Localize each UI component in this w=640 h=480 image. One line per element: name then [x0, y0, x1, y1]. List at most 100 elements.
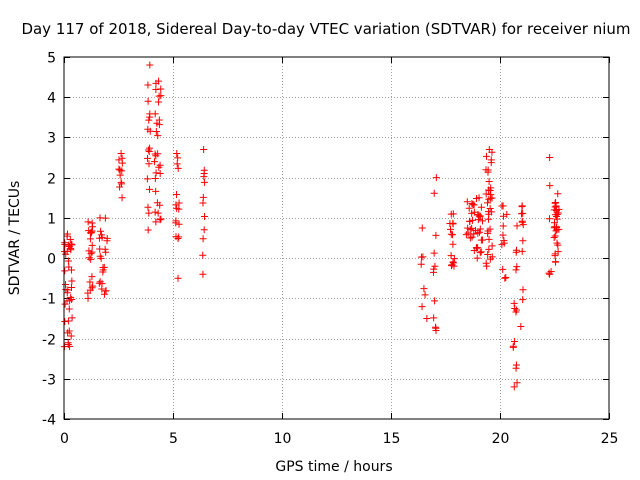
data-point	[172, 217, 180, 225]
data-point	[488, 242, 496, 250]
data-point	[554, 190, 562, 198]
x-tick-label: 0	[60, 431, 69, 447]
data-point	[432, 231, 440, 239]
data-point	[67, 266, 75, 274]
data-point	[157, 85, 165, 93]
y-axis-ticks: -4 -3 -2 -1 0 1 2 3 4 5	[42, 51, 609, 429]
data-point	[173, 191, 181, 199]
data-point	[546, 182, 554, 190]
data-point	[144, 154, 152, 162]
data-point	[475, 228, 483, 236]
data-point	[61, 267, 69, 275]
data-point	[144, 226, 152, 234]
data-point	[152, 152, 160, 160]
data-point	[200, 178, 208, 186]
y-tick-label: 1	[47, 212, 56, 228]
data-point	[115, 156, 123, 164]
data-point	[88, 219, 96, 227]
data-point	[96, 245, 104, 253]
data-point	[519, 237, 527, 245]
data-point	[551, 199, 559, 207]
data-point	[431, 323, 439, 331]
data-point	[155, 98, 163, 106]
data-point	[118, 154, 126, 162]
data-point	[117, 150, 125, 158]
data-point	[145, 146, 153, 154]
data-point	[199, 251, 207, 259]
data-point	[499, 231, 507, 239]
data-point	[68, 314, 76, 322]
data-point	[101, 214, 109, 222]
data-point	[89, 282, 97, 290]
data-point	[429, 268, 437, 276]
data-point	[466, 225, 474, 233]
data-point	[156, 170, 164, 178]
data-point	[420, 285, 428, 293]
data-point	[174, 154, 182, 162]
data-point	[145, 160, 153, 168]
data-point	[116, 171, 124, 179]
data-point	[86, 235, 94, 243]
data-point	[486, 204, 494, 212]
data-point	[470, 230, 478, 238]
data-point	[103, 234, 111, 242]
data-point	[85, 254, 93, 262]
data-point	[423, 314, 431, 322]
data-point	[551, 232, 559, 240]
data-point	[154, 209, 162, 217]
data-point	[84, 218, 92, 226]
data-point	[509, 343, 517, 351]
data-point	[66, 235, 74, 243]
y-tick-label: -3	[42, 373, 56, 389]
data-point	[449, 259, 457, 267]
data-point	[485, 195, 493, 203]
data-point	[88, 241, 96, 249]
data-point	[156, 161, 164, 169]
data-point	[510, 383, 518, 391]
data-point	[151, 110, 159, 118]
data-point	[430, 189, 438, 197]
data-point	[446, 225, 454, 233]
data-points	[60, 61, 563, 391]
data-point	[68, 277, 76, 285]
data-point	[116, 183, 124, 191]
data-point	[172, 233, 180, 241]
data-point	[66, 342, 74, 350]
data-point	[68, 284, 76, 292]
data-point	[482, 190, 490, 198]
data-point	[501, 274, 509, 282]
data-point	[513, 246, 521, 254]
data-point	[199, 235, 207, 243]
data-point	[85, 227, 93, 235]
data-point	[200, 146, 208, 154]
grid-lines	[64, 57, 609, 419]
data-point	[551, 252, 559, 260]
data-point	[485, 178, 493, 186]
data-point	[174, 274, 182, 282]
data-point	[96, 252, 104, 260]
data-point	[88, 248, 96, 256]
data-point	[545, 269, 553, 277]
data-point	[144, 203, 152, 211]
data-point	[430, 249, 438, 257]
data-point	[546, 154, 554, 162]
data-point	[447, 230, 455, 238]
data-point	[470, 246, 478, 254]
data-point	[63, 289, 71, 297]
data-point	[418, 303, 426, 311]
data-point	[145, 116, 153, 124]
y-tick-label: 2	[47, 172, 56, 188]
data-point	[465, 204, 473, 212]
data-point	[517, 322, 525, 330]
data-point	[155, 116, 163, 124]
data-point	[152, 187, 160, 195]
data-point	[502, 273, 510, 281]
y-tick-label: -2	[42, 333, 56, 349]
data-point	[510, 338, 518, 346]
y-tick-label: 4	[47, 91, 56, 107]
data-point	[175, 199, 183, 207]
data-point	[518, 247, 526, 255]
data-point	[447, 210, 455, 218]
data-point	[449, 240, 457, 248]
data-point	[487, 184, 495, 192]
